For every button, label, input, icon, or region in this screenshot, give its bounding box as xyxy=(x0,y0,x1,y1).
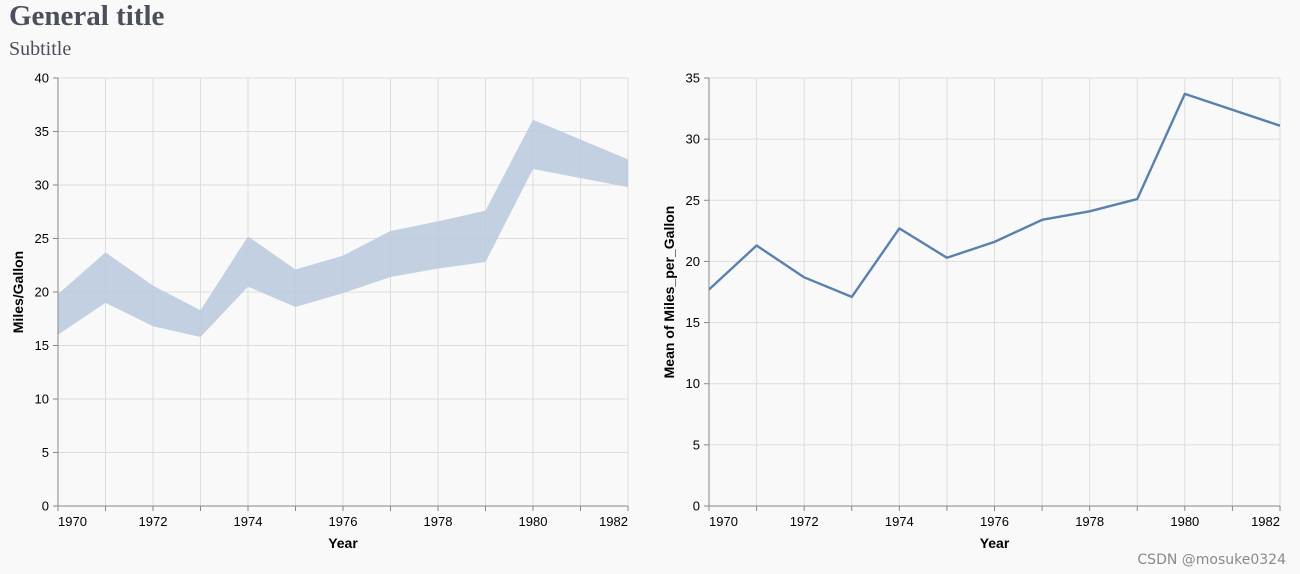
y-axis-title: Mean of Miles_per_Gallon xyxy=(661,206,677,379)
y-tick-label: 30 xyxy=(686,132,700,147)
y-tick-label: 15 xyxy=(35,338,49,353)
x-tick-label: 1974 xyxy=(885,514,914,529)
x-tick-label: 1978 xyxy=(1075,514,1104,529)
x-tick-label: 1970 xyxy=(58,514,87,529)
error-band-area xyxy=(58,119,628,337)
x-tick-label: 1980 xyxy=(519,514,548,529)
y-tick-label: 5 xyxy=(42,445,49,460)
y-tick-label: 5 xyxy=(693,437,700,452)
page-subtitle: Subtitle xyxy=(9,38,72,60)
y-tick-label: 0 xyxy=(693,499,700,514)
page-title: General title xyxy=(9,0,165,32)
errorband-chart: 1970 1972 1974 1976 1978 1980 1982 0 5 10 15 20 25 30… xyxy=(10,71,629,551)
x-tick-label: 1972 xyxy=(139,514,168,529)
y-tick-label: 10 xyxy=(686,376,700,391)
mean-mpg-line xyxy=(708,92,1281,299)
x-tick-label: 1976 xyxy=(980,514,1009,529)
x-tick-label: 1978 xyxy=(424,514,453,529)
y-tick-label: 35 xyxy=(35,124,49,139)
x-tick-label: 1976 xyxy=(329,514,358,529)
y-tick-label: 10 xyxy=(35,392,49,407)
y-tick-label: 20 xyxy=(35,285,49,300)
x-tick-label: 1980 xyxy=(1170,514,1199,529)
y-tick-label: 30 xyxy=(35,178,49,193)
x-tick-label: 1982 xyxy=(1251,514,1280,529)
y-tick-label: 35 xyxy=(686,71,700,86)
watermark: CSDN @mosuke0324 xyxy=(1137,552,1286,568)
y-axis-title: Miles/Gallon xyxy=(10,251,26,333)
y-tick-label: 25 xyxy=(35,231,49,246)
x-axis-title: Year xyxy=(328,535,358,551)
x-axis-title: Year xyxy=(980,535,1010,551)
y-tick-label: 0 xyxy=(42,499,49,514)
y-tick-label: 15 xyxy=(686,315,700,330)
y-tick-label: 20 xyxy=(686,254,700,269)
y-tick-label: 40 xyxy=(35,71,49,86)
x-tick-label: 1970 xyxy=(709,514,738,529)
x-tick-label: 1982 xyxy=(599,514,628,529)
x-tick-label: 1974 xyxy=(234,514,263,529)
y-tick-label: 25 xyxy=(686,193,700,208)
x-tick-label: 1972 xyxy=(790,514,819,529)
